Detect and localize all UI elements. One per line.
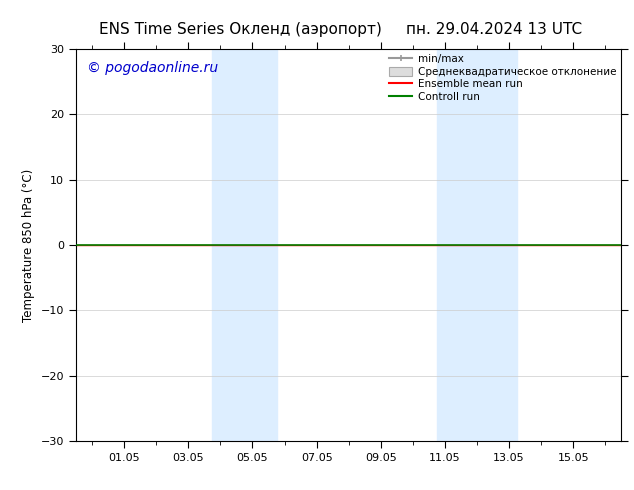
- Text: ENS Time Series Окленд (аэропорт): ENS Time Series Окленд (аэропорт): [100, 22, 382, 37]
- Text: пн. 29.04.2024 13 UTC: пн. 29.04.2024 13 UTC: [406, 22, 583, 37]
- Bar: [212, 49, 276, 441]
- Text: © pogodaonline.ru: © pogodaonline.ru: [87, 61, 218, 75]
- Bar: [437, 49, 517, 441]
- Legend: min/max, Среднеквадратическое отклонение, Ensemble mean run, Controll run: min/max, Среднеквадратическое отклонение…: [387, 52, 618, 104]
- Y-axis label: Temperature 850 hPa (°C): Temperature 850 hPa (°C): [22, 169, 36, 321]
